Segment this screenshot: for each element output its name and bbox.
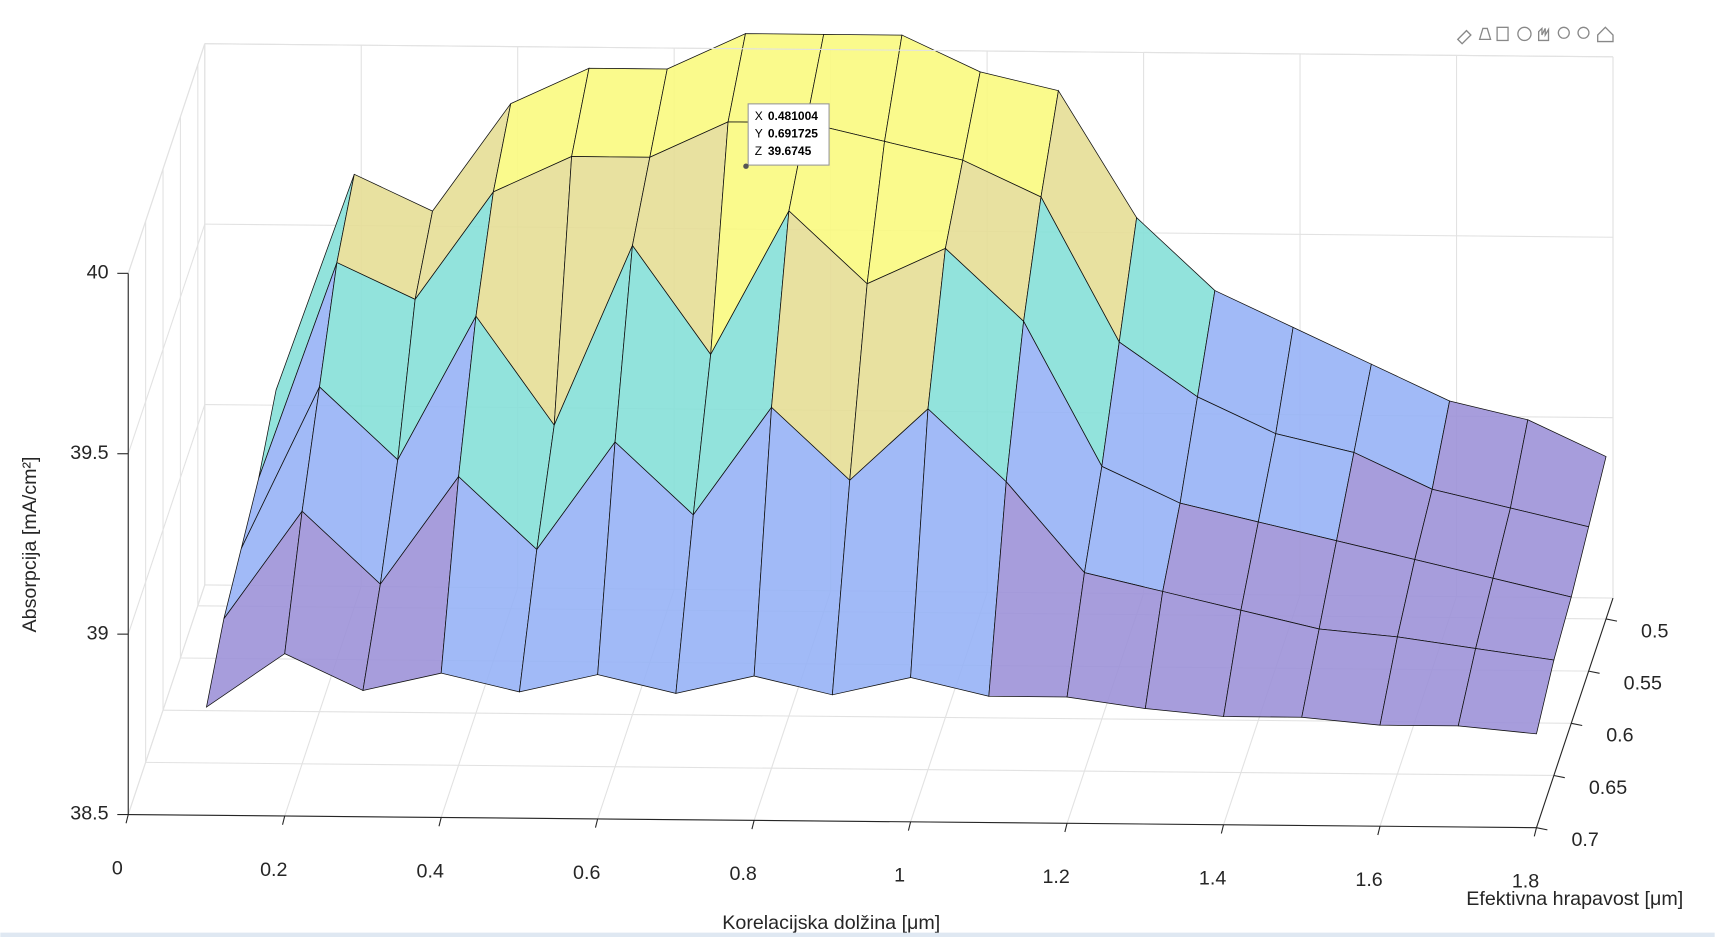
x-tick	[594, 818, 599, 828]
x-tick	[125, 814, 129, 824]
y-axis-label: Efektivna hrapavost [μm]	[1466, 888, 1683, 910]
box-edge	[127, 43, 206, 274]
datatip-label: Y	[755, 127, 763, 141]
grid-line	[127, 223, 206, 454]
x-tick-label: 1.6	[1355, 869, 1382, 891]
legend-tool[interactable]	[1496, 26, 1509, 42]
grid-line	[127, 584, 206, 815]
home-tool[interactable]	[1597, 26, 1614, 43]
rotate-tool[interactable]	[1517, 26, 1532, 42]
datatip-tool[interactable]	[1478, 27, 1492, 41]
y-tick	[1605, 618, 1618, 622]
grid-line	[145, 761, 1554, 777]
x-tick-label: 1.4	[1199, 868, 1226, 890]
datatip-box	[747, 103, 830, 166]
axes: 0 0.2 0.4 0.6 0.8 1 1.2 1.4 1.6 1.8 0.5 0.55 0.6 0.65…	[70, 43, 1668, 893]
x-tick	[751, 820, 755, 830]
grid-line	[127, 404, 206, 635]
x-tick-label: 1	[894, 865, 905, 887]
y-tick-label: 0.65	[1589, 777, 1627, 799]
y-tick	[1571, 722, 1583, 727]
datatip[interactable]: X 0.481004 Y 0.691725 Z 39.6745	[743, 103, 830, 169]
zoom-out-tool[interactable]	[1577, 26, 1590, 39]
z-tick-label: 40	[87, 262, 109, 284]
y-tick	[1553, 774, 1565, 779]
axis-line	[128, 813, 1537, 829]
datatip-value: 0.481004	[768, 109, 818, 123]
y-tick-label: 0.5	[1641, 620, 1668, 642]
x-tick	[281, 815, 286, 825]
x-tick-label: 0.4	[417, 860, 444, 882]
datatip-label: X	[755, 109, 763, 123]
datatip-value: 0.691725	[768, 127, 818, 141]
zoom-in-tool[interactable]	[1557, 26, 1570, 39]
x-tick	[1220, 824, 1225, 834]
y-tick	[1536, 827, 1548, 831]
z-tick-label: 39.5	[70, 442, 108, 464]
y-tick-label: 0.6	[1606, 725, 1633, 747]
y-tick	[1588, 670, 1600, 674]
pan-tool[interactable]	[1538, 26, 1550, 42]
z-axis-label: Absorpcija [mA/cm²]	[19, 456, 41, 632]
x-tick	[907, 821, 912, 831]
box-edge	[204, 43, 1614, 58]
x-tick-label: 0.6	[573, 862, 600, 884]
x-tick	[1064, 823, 1068, 833]
datatip-anchor	[743, 163, 749, 169]
datatip-label: Z	[755, 144, 762, 158]
y-tick-label: 0.7	[1571, 829, 1598, 851]
toolbar[interactable]	[1456, 26, 1614, 45]
brush-tool[interactable]	[1456, 29, 1472, 45]
x-tick	[1377, 826, 1381, 836]
x-tick	[1533, 827, 1538, 837]
axis-line	[1535, 597, 1614, 828]
y-tick-label: 0.55	[1624, 672, 1662, 694]
z-tick-label: 38.5	[70, 803, 108, 825]
x-tick-label: 0	[112, 857, 123, 879]
x-tick-label: 0.8	[730, 863, 757, 885]
x-axis-label: Korelacijska dolžina [μm]	[722, 912, 940, 934]
x-tick-label: 0.2	[260, 859, 287, 881]
x-tick-label: 1.2	[1042, 866, 1069, 888]
surface-patch	[1457, 648, 1555, 735]
x-tick-label: 1.8	[1512, 871, 1539, 893]
datatip-value: 39.6745	[768, 144, 812, 158]
x-tick	[438, 817, 442, 827]
surface	[205, 32, 1607, 735]
z-tick-label: 39	[87, 622, 109, 644]
bottom-strip	[0, 932, 1715, 937]
